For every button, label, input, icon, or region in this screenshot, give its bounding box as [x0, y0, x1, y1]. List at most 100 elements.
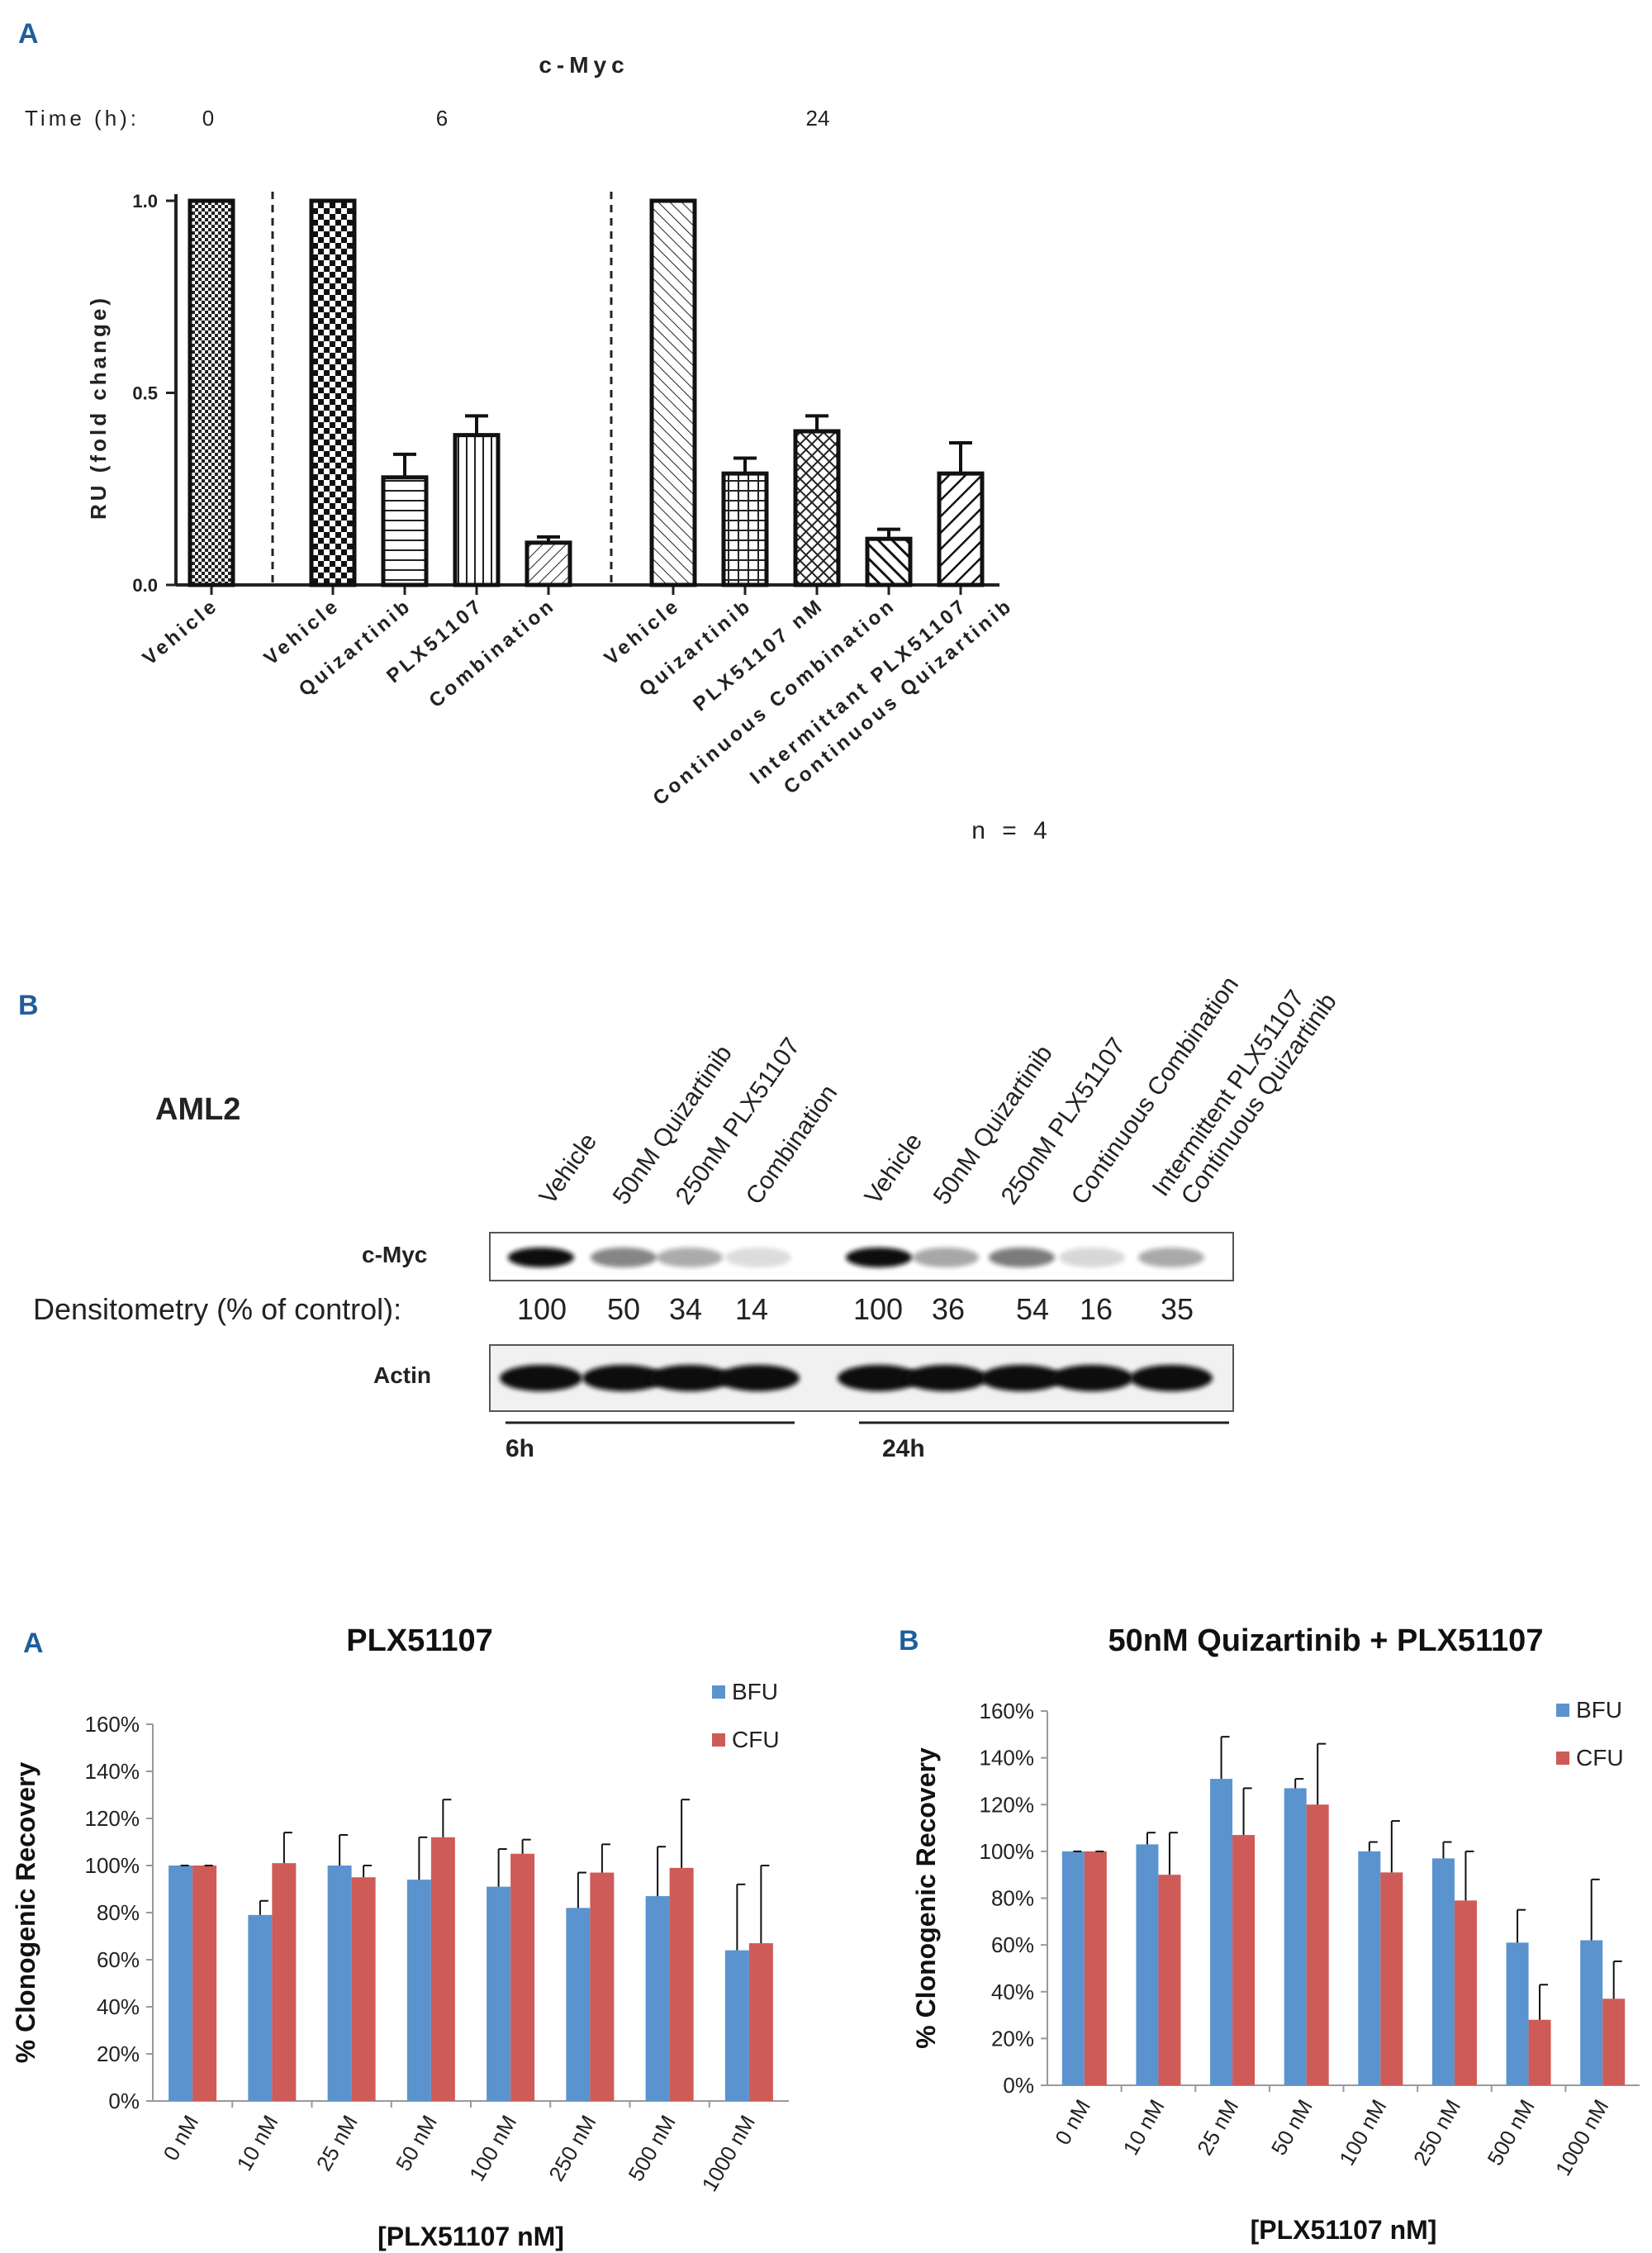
panel-a-x-label: Continuous Quizartinib: [780, 594, 1018, 799]
bfu-bar: [1506, 1942, 1529, 2085]
bfu-bar: [487, 1886, 511, 2101]
bar-6h-2: [453, 433, 501, 587]
cmyc-band: [1138, 1248, 1204, 1267]
sample-size-label: n = 4: [971, 817, 1052, 844]
legend-swatch-cfu: [1556, 1752, 1569, 1765]
bar-24h-2: [793, 429, 841, 587]
bfu-bar: [1210, 1779, 1233, 2085]
y-tick-label: 120%: [980, 1792, 1035, 1817]
x-axis-label: [PLX51107 nM]: [1251, 2215, 1437, 2245]
cfu-bar: [1232, 1835, 1256, 2085]
panel-b-letter: B: [18, 990, 39, 1021]
bfu-bar: [1431, 1858, 1455, 2085]
bar-6h-1: [381, 475, 429, 587]
bfu-bar: [1358, 1851, 1381, 2085]
actin-band: [1051, 1365, 1133, 1391]
time-24-label: 24: [806, 106, 830, 131]
x-tick-label: 100 nM: [1334, 2095, 1391, 2170]
cfu-bar: [192, 1866, 217, 2101]
panel-a-y-tick-label: 0.0: [132, 575, 158, 596]
y-tick-label: 100%: [85, 1853, 140, 1878]
legend-swatch-bfu: [1556, 1704, 1569, 1717]
x-tick-label: 1000 nM: [1550, 2095, 1614, 2180]
x-tick-label: 500 nM: [1482, 2095, 1539, 2170]
cmyc-band: [989, 1248, 1055, 1267]
densitometry-value: 100: [853, 1292, 903, 1326]
bfu-bar: [169, 1866, 193, 2101]
legend-swatch-cfu: [712, 1733, 725, 1747]
y-tick-label: 140%: [85, 1759, 140, 1784]
densitometry-value: 36: [932, 1292, 965, 1326]
clonogenic-chart-plx51107: A PLX51107 0% 20% 40% 60% 80% 100% 120% 140% 160%%…: [11, 1623, 789, 2251]
y-tick-label: 40%: [991, 1980, 1034, 2004]
panel-a-x-label: Vehicle: [139, 594, 223, 670]
x-tick-label: 25 nM: [1192, 2095, 1243, 2160]
x-axis-label: [PLX51107 nM]: [377, 2222, 564, 2251]
panel-a-cmyc-chart: A c-Myc Time (h): 0 6 24 RU (fold change…: [18, 18, 1052, 844]
cmyc-band: [913, 1248, 979, 1267]
y-axis-label: % Clonogenic Recovery: [11, 1762, 40, 2064]
x-tick-label: 10 nM: [231, 2111, 282, 2175]
panel-a-y-tick-label: 1.0: [132, 191, 158, 212]
panel-a-letter: A: [18, 18, 39, 50]
x-tick-label: 50 nM: [1266, 2095, 1317, 2160]
cmyc-band: [657, 1248, 723, 1267]
timepoint-6h-label: 6h: [506, 1435, 534, 1462]
panel-a-x-labels: Vehicle VehicleQuizartinibPLX51107Combina…: [139, 594, 1018, 810]
legend-label-cfu: CFU: [1576, 1745, 1624, 1771]
cfu-bar: [1454, 1900, 1477, 2085]
cmyc-band: [725, 1248, 791, 1267]
legend-label-bfu: BFU: [1576, 1697, 1622, 1723]
y-tick-label: 80%: [991, 1886, 1034, 1911]
lane-label: Vehicle: [860, 1129, 928, 1210]
y-tick-label: 0%: [1003, 2073, 1034, 2098]
cfu-bar: [430, 1837, 455, 2101]
y-tick-label: 40%: [97, 1994, 140, 2019]
x-tick-label: 250 nM: [1408, 2095, 1465, 2170]
bfu-bar: [645, 1896, 670, 2101]
actin-band: [838, 1365, 920, 1391]
cfu-bar: [1158, 1875, 1181, 2085]
time-0-label: 0: [202, 106, 214, 131]
actin-band: [980, 1365, 1063, 1391]
bfu-bar: [1061, 1851, 1085, 2085]
cmyc-band: [846, 1248, 912, 1267]
panel-a-axes: 0.0 0.5 1.0: [132, 191, 999, 596]
panel-a-bars: [188, 198, 985, 587]
panel-a-x-label: Combination: [425, 594, 559, 712]
cmyc-band: [508, 1248, 574, 1267]
panel-a-y-tick-label: 0.5: [132, 383, 158, 404]
cmyc-blot-label: c-Myc: [362, 1242, 427, 1267]
cell-line-label: AML2: [155, 1092, 240, 1127]
cfu-bar: [1380, 1872, 1403, 2085]
y-tick-label: 0%: [108, 2089, 140, 2113]
panel-a-title: c-Myc: [539, 52, 629, 78]
densitometry-value: 16: [1080, 1292, 1113, 1326]
cfu-bar: [748, 1943, 773, 2101]
densitometry-value: 50: [607, 1292, 640, 1326]
x-tick-label: 1000 nM: [696, 2111, 760, 2196]
actin-blot-label: Actin: [373, 1362, 431, 1388]
y-tick-label: 20%: [991, 2026, 1034, 2051]
cfu-bar: [1084, 1851, 1107, 2085]
actin-band: [1130, 1365, 1213, 1391]
bar-6h-0: [309, 198, 357, 587]
y-tick-label: 120%: [85, 1806, 140, 1831]
y-tick-label: 80%: [97, 1900, 140, 1925]
actin-bands: [500, 1365, 1213, 1391]
time-6-label: 6: [436, 106, 448, 131]
cfu-bar: [510, 1853, 535, 2101]
actin-band: [904, 1365, 987, 1391]
bar-24h-4: [937, 471, 985, 587]
panel-a-y-axis-label: RU (fold change): [86, 295, 111, 520]
y-tick-label: 60%: [991, 1932, 1034, 1957]
cfu-bar: [272, 1863, 297, 2101]
cfu-bar: [1528, 2019, 1551, 2085]
legend-label-cfu: CFU: [732, 1727, 780, 1752]
chart-title: PLX51107: [346, 1623, 492, 1658]
densitometry-value: 100: [517, 1292, 567, 1326]
x-tick-label: 100 nM: [464, 2111, 521, 2185]
